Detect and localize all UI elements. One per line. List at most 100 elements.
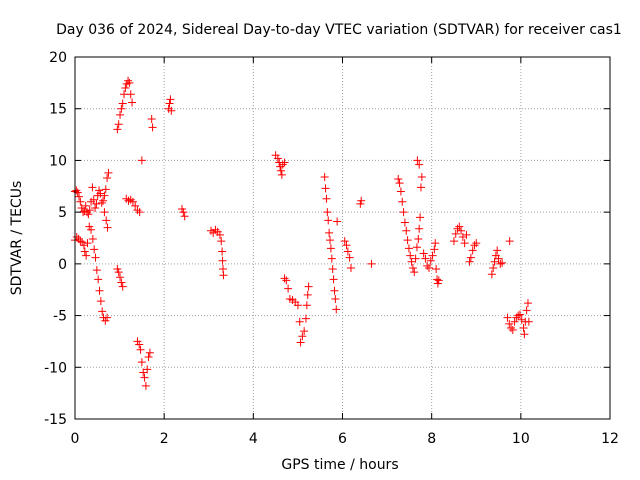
- data-point: [301, 314, 310, 323]
- data-point: [367, 259, 376, 268]
- data-point: [215, 230, 224, 239]
- data-point: [72, 186, 81, 195]
- data-point: [103, 223, 112, 232]
- data-point: [326, 236, 335, 245]
- data-point: [278, 160, 287, 169]
- data-point: [148, 123, 157, 132]
- x-tick-label: 0: [71, 431, 80, 447]
- data-point: [426, 256, 435, 265]
- series-arc15: [419, 239, 443, 288]
- data-point: [490, 257, 499, 266]
- data-point: [79, 241, 88, 250]
- series-arc7: [147, 95, 176, 132]
- data-point: [333, 217, 342, 226]
- data-point: [284, 284, 293, 293]
- data-point: [326, 244, 335, 253]
- data-point: [143, 365, 152, 374]
- series-arc10: [271, 151, 289, 179]
- data-point: [282, 276, 291, 285]
- data-point: [218, 256, 227, 265]
- data-point: [103, 174, 112, 183]
- data-point: [404, 244, 413, 253]
- data-point: [103, 313, 112, 322]
- data-point: [451, 229, 460, 238]
- data-point: [126, 90, 135, 99]
- series-arc6: [133, 337, 154, 390]
- data-point: [412, 243, 421, 252]
- data-point: [398, 197, 407, 206]
- data-point: [273, 154, 282, 163]
- data-point: [406, 251, 415, 260]
- data-point: [126, 195, 135, 204]
- data-point: [434, 276, 443, 285]
- data-point: [465, 257, 474, 266]
- data-point: [424, 263, 433, 272]
- data-point: [179, 208, 188, 217]
- data-point: [81, 201, 90, 210]
- series-arc1: [71, 168, 113, 232]
- y-tick-label: 10: [49, 153, 67, 169]
- data-point: [147, 115, 156, 124]
- data-point: [494, 254, 503, 263]
- data-point: [120, 90, 129, 99]
- data-point: [116, 110, 125, 119]
- data-point: [276, 166, 285, 175]
- data-point: [416, 183, 425, 192]
- data-point: [395, 179, 404, 188]
- data-point: [304, 282, 313, 291]
- y-tick-label: 20: [49, 50, 67, 66]
- data-point: [324, 216, 333, 225]
- data-point: [357, 196, 366, 205]
- data-point: [72, 232, 81, 241]
- data-points: [71, 76, 533, 390]
- data-point: [84, 210, 93, 219]
- data-point: [407, 257, 416, 266]
- data-point: [503, 313, 512, 322]
- data-point: [414, 235, 423, 244]
- data-point: [320, 172, 329, 181]
- x-axis-label: GPS time / hours: [281, 457, 398, 473]
- data-point: [117, 278, 126, 287]
- series-arc11: [280, 274, 313, 347]
- data-point: [218, 247, 227, 256]
- data-point: [430, 245, 439, 254]
- data-point: [101, 185, 110, 194]
- data-point: [114, 120, 123, 129]
- data-point: [421, 254, 430, 263]
- tick-labels: 0 2 4 6 8 10 12 -15 -10 -5 0 5 10 15 20: [44, 50, 619, 447]
- data-point: [457, 226, 466, 235]
- data-point: [498, 258, 507, 267]
- data-point: [345, 253, 354, 262]
- data-point: [96, 297, 105, 306]
- data-point: [343, 247, 352, 256]
- data-point: [133, 206, 142, 215]
- data-point: [458, 232, 467, 241]
- series-arc5: [122, 156, 146, 217]
- series-arc3: [113, 265, 127, 291]
- chart-title: Day 036 of 2024, Sidereal Day-to-day VTE…: [56, 22, 622, 38]
- data-point: [80, 247, 89, 256]
- data-point: [118, 282, 127, 291]
- data-point: [217, 237, 226, 246]
- data-point: [128, 98, 137, 107]
- data-point: [85, 206, 94, 215]
- data-point: [116, 273, 125, 282]
- data-point: [280, 158, 289, 167]
- data-point: [520, 330, 529, 339]
- data-point: [88, 235, 97, 244]
- data-point: [468, 246, 477, 255]
- x-tick-label: 10: [512, 431, 530, 447]
- data-point: [91, 204, 100, 213]
- data-point: [460, 239, 469, 248]
- data-point: [180, 212, 189, 221]
- data-point: [487, 270, 496, 279]
- data-point: [472, 239, 481, 248]
- data-point: [135, 340, 144, 349]
- data-point: [128, 197, 137, 206]
- data-point: [100, 208, 109, 217]
- data-point: [166, 95, 175, 104]
- data-point: [403, 236, 412, 245]
- data-point: [91, 253, 100, 262]
- data-point: [303, 290, 312, 299]
